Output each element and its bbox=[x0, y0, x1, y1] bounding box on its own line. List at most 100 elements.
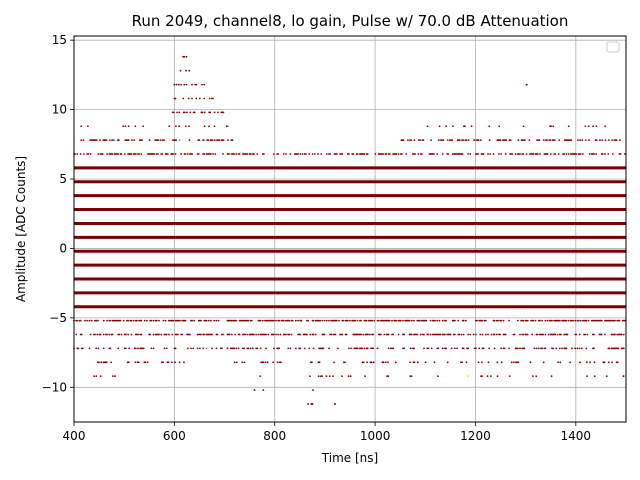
data-point bbox=[387, 333, 390, 336]
data-point bbox=[189, 333, 191, 336]
data-point bbox=[567, 125, 570, 128]
data-point bbox=[620, 333, 623, 336]
data-point bbox=[319, 319, 322, 322]
data-point bbox=[80, 125, 83, 128]
data-point bbox=[183, 83, 186, 86]
data-point bbox=[102, 319, 105, 322]
data-point bbox=[586, 333, 589, 336]
y-tick-label: 15 bbox=[52, 33, 67, 47]
data-point bbox=[212, 153, 215, 155]
data-point bbox=[499, 139, 502, 142]
data-point bbox=[608, 347, 611, 350]
data-point bbox=[335, 153, 338, 155]
data-point bbox=[410, 319, 413, 322]
data-point bbox=[538, 139, 541, 142]
data-point bbox=[460, 333, 463, 336]
data-point bbox=[130, 333, 133, 336]
data-point bbox=[579, 153, 582, 155]
data-point bbox=[600, 333, 603, 336]
x-tick-label: 1400 bbox=[561, 429, 592, 443]
data-point bbox=[200, 319, 202, 322]
data-point bbox=[308, 347, 311, 350]
data-point bbox=[208, 125, 210, 128]
data-point bbox=[228, 333, 231, 336]
data-point bbox=[299, 347, 302, 350]
data-point bbox=[542, 361, 545, 364]
data-point bbox=[445, 125, 448, 128]
data-point bbox=[465, 139, 468, 142]
data-point bbox=[374, 153, 377, 155]
data-point bbox=[235, 347, 238, 350]
data-point bbox=[330, 333, 333, 336]
data-point bbox=[253, 389, 256, 391]
data-point bbox=[307, 403, 309, 405]
data-point bbox=[146, 361, 149, 364]
data-point bbox=[616, 361, 619, 364]
data-point bbox=[127, 125, 130, 128]
y-tick-label: 10 bbox=[52, 103, 67, 117]
data-point bbox=[546, 319, 549, 322]
data-point bbox=[134, 125, 137, 128]
data-point bbox=[82, 139, 85, 142]
data-point bbox=[553, 139, 556, 142]
data-point bbox=[462, 333, 465, 336]
data-point bbox=[117, 139, 120, 142]
data-point bbox=[354, 319, 357, 322]
data-point bbox=[585, 361, 588, 364]
data-point bbox=[467, 153, 469, 155]
data-point bbox=[188, 69, 191, 72]
data-point bbox=[502, 319, 505, 322]
data-point bbox=[544, 319, 547, 322]
data-point bbox=[574, 319, 577, 322]
data-point bbox=[152, 319, 155, 322]
data-point bbox=[498, 153, 500, 155]
data-point bbox=[185, 55, 188, 58]
data-point bbox=[195, 83, 198, 86]
data-point bbox=[615, 139, 618, 142]
data-point bbox=[184, 319, 187, 322]
data-point bbox=[385, 153, 388, 155]
data-point bbox=[500, 153, 503, 155]
data-point bbox=[584, 333, 587, 336]
data-point bbox=[585, 319, 588, 322]
data-point bbox=[238, 153, 241, 155]
data-point bbox=[595, 125, 598, 128]
data-point bbox=[472, 333, 475, 336]
data-point bbox=[539, 153, 541, 155]
data-point bbox=[233, 361, 236, 364]
data-point bbox=[595, 139, 598, 142]
data-point bbox=[441, 347, 444, 350]
data-point bbox=[565, 347, 568, 350]
data-point bbox=[462, 139, 464, 142]
data-point bbox=[266, 361, 269, 364]
data-point bbox=[98, 361, 100, 364]
data-point bbox=[593, 153, 595, 155]
data-point bbox=[526, 333, 529, 336]
data-point bbox=[482, 347, 485, 350]
data-point bbox=[289, 347, 292, 350]
data-point bbox=[372, 361, 375, 364]
data-point bbox=[307, 319, 309, 322]
data-point bbox=[391, 319, 393, 322]
data-point bbox=[290, 333, 293, 336]
data-point bbox=[153, 153, 156, 155]
data-point bbox=[604, 139, 607, 142]
data-point bbox=[291, 319, 294, 322]
data-point bbox=[356, 347, 359, 350]
data-point bbox=[522, 319, 525, 322]
data-point bbox=[380, 333, 382, 336]
data-point bbox=[622, 333, 625, 336]
data-point bbox=[174, 347, 177, 350]
data-point bbox=[191, 319, 194, 322]
data-point bbox=[524, 139, 526, 142]
data-point bbox=[604, 153, 606, 155]
data-point bbox=[552, 347, 554, 350]
data-point bbox=[190, 347, 192, 350]
data-point bbox=[233, 347, 236, 350]
data-point bbox=[193, 111, 196, 114]
data-point bbox=[516, 319, 519, 322]
data-point bbox=[341, 333, 344, 336]
data-point bbox=[522, 153, 525, 155]
data-point bbox=[569, 361, 572, 364]
data-point bbox=[405, 153, 408, 155]
